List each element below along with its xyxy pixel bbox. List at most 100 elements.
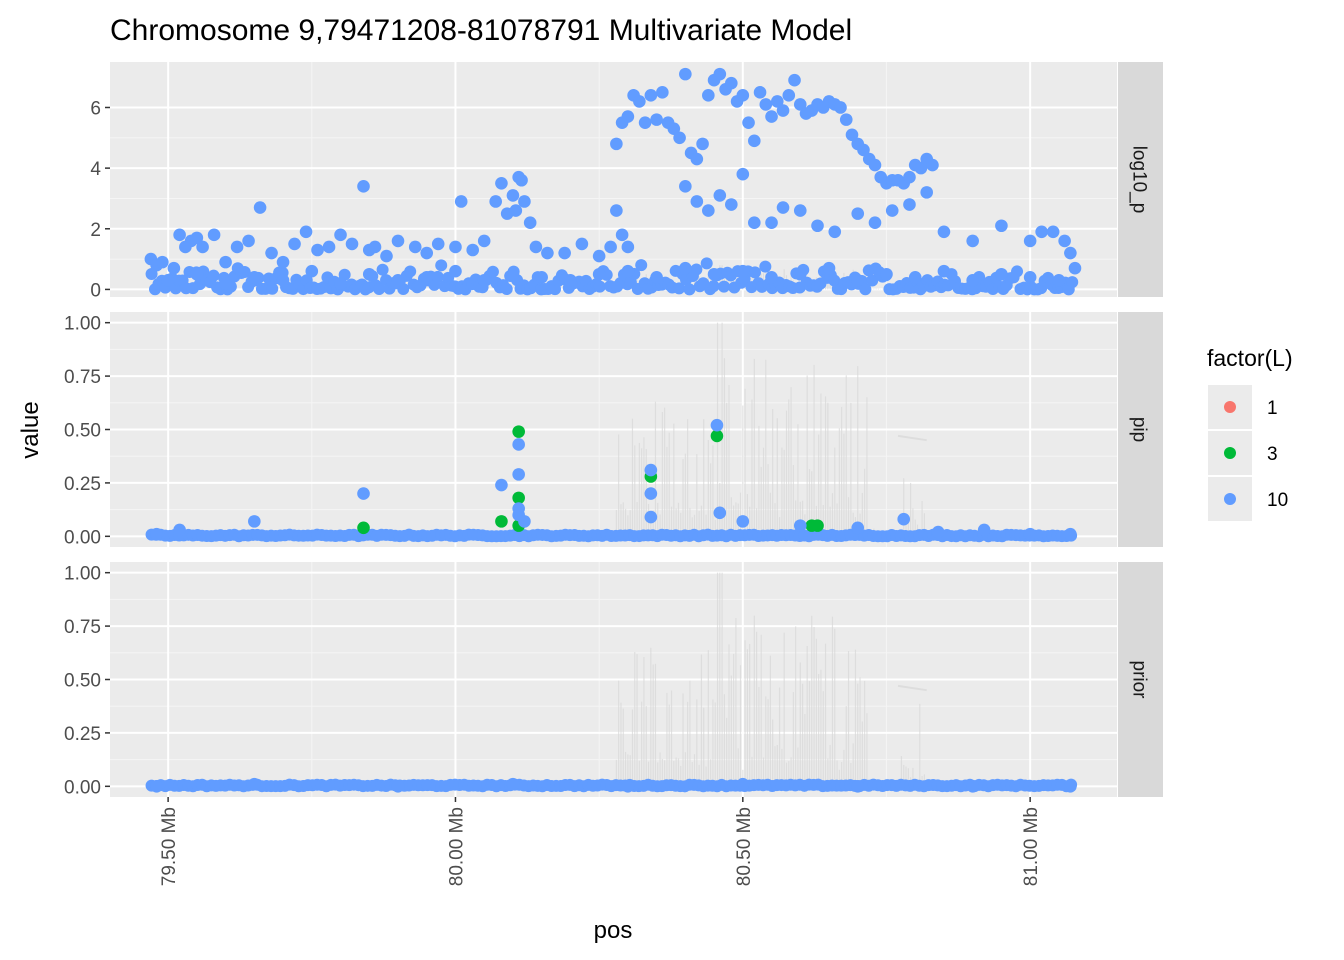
annotation-spike — [897, 434, 927, 442]
data-point — [1068, 261, 1082, 275]
data-point — [1064, 527, 1077, 541]
data-point — [219, 255, 232, 269]
data-point — [477, 274, 491, 287]
data-point — [512, 425, 525, 438]
data-point — [1052, 274, 1066, 287]
data-point — [454, 195, 468, 208]
data-point — [828, 225, 842, 239]
point — [207, 269, 220, 282]
data-point — [299, 225, 313, 239]
data-point — [914, 161, 928, 175]
data-point — [725, 76, 738, 90]
data-point — [506, 267, 520, 281]
point — [435, 259, 448, 272]
data-point — [265, 246, 278, 260]
x-tick-label: 80.50 Mb — [734, 807, 755, 886]
point — [859, 283, 872, 296]
data-point — [995, 267, 1008, 281]
data-point — [509, 204, 523, 217]
data-point — [736, 89, 750, 102]
data-point — [679, 180, 692, 193]
data-point — [150, 527, 163, 541]
data-point — [644, 89, 658, 102]
x-tick-label: 80.00 Mb — [446, 807, 467, 886]
data-point — [868, 216, 882, 230]
data-point — [713, 67, 727, 81]
legend-swatch — [1224, 493, 1236, 505]
data-point — [926, 158, 939, 172]
data-point — [368, 240, 382, 254]
data-point — [650, 113, 663, 126]
point — [486, 265, 499, 278]
data-point — [449, 240, 462, 254]
data-point — [1023, 527, 1037, 541]
data-point — [564, 274, 577, 287]
data-point — [408, 240, 422, 254]
data-point — [966, 274, 979, 287]
data-point — [966, 234, 979, 248]
data-point — [391, 780, 405, 793]
legend-label: 3 — [1267, 444, 1278, 465]
x-axis-title: pos — [594, 917, 633, 944]
data-point — [322, 240, 336, 254]
facet-strip-label: log10_p — [1129, 146, 1150, 214]
data-point — [903, 198, 916, 211]
data-point — [707, 267, 721, 281]
data-point — [512, 438, 525, 451]
facet-strip-label: pip — [1129, 417, 1150, 442]
point — [707, 280, 720, 293]
data-point — [362, 267, 376, 281]
data-point — [776, 104, 790, 117]
data-point — [288, 237, 301, 251]
data-point — [702, 204, 715, 217]
data-point — [857, 143, 870, 157]
data-point — [845, 128, 859, 142]
data-point — [736, 167, 750, 181]
data-point — [765, 110, 778, 123]
data-point — [690, 152, 704, 166]
data-point — [650, 270, 663, 284]
y-tick-label: 0.75 — [64, 617, 101, 638]
data-point — [391, 274, 405, 287]
x-tick-label: 79.50 Mb — [159, 807, 180, 886]
data-point — [885, 204, 899, 217]
data-point — [1064, 780, 1077, 793]
data-point — [633, 95, 646, 108]
data-point — [610, 204, 623, 217]
y-tick-label: 0.50 — [64, 671, 101, 692]
point — [404, 265, 417, 278]
point — [1066, 276, 1079, 289]
data-point — [903, 170, 916, 184]
data-point — [656, 86, 669, 99]
data-point — [851, 207, 865, 220]
data-point — [621, 110, 635, 123]
data-point — [793, 267, 807, 281]
data-point — [357, 180, 370, 193]
data-point — [702, 89, 715, 102]
data-point — [615, 228, 629, 242]
data-point — [1046, 225, 1060, 239]
data-point — [334, 228, 347, 242]
data-point — [466, 243, 480, 257]
point — [635, 259, 648, 272]
data-point — [765, 216, 778, 230]
y-tick-label: 2 — [90, 220, 101, 241]
data-point — [834, 101, 847, 114]
data-point — [995, 219, 1008, 233]
chart-title: Chromosome 9,79471208-81078791 Multivari… — [110, 14, 852, 47]
data-point — [248, 270, 261, 284]
data-point — [679, 67, 692, 81]
point — [759, 260, 772, 273]
data-point — [248, 777, 261, 791]
data-point — [512, 491, 525, 505]
data-point — [575, 237, 589, 251]
data-point — [173, 228, 186, 242]
data-point — [793, 519, 807, 532]
data-point — [696, 137, 709, 151]
data-point — [276, 255, 290, 269]
point — [690, 263, 703, 276]
data-point — [489, 195, 502, 208]
facet-strip — [1118, 62, 1163, 297]
data-point — [851, 521, 865, 535]
